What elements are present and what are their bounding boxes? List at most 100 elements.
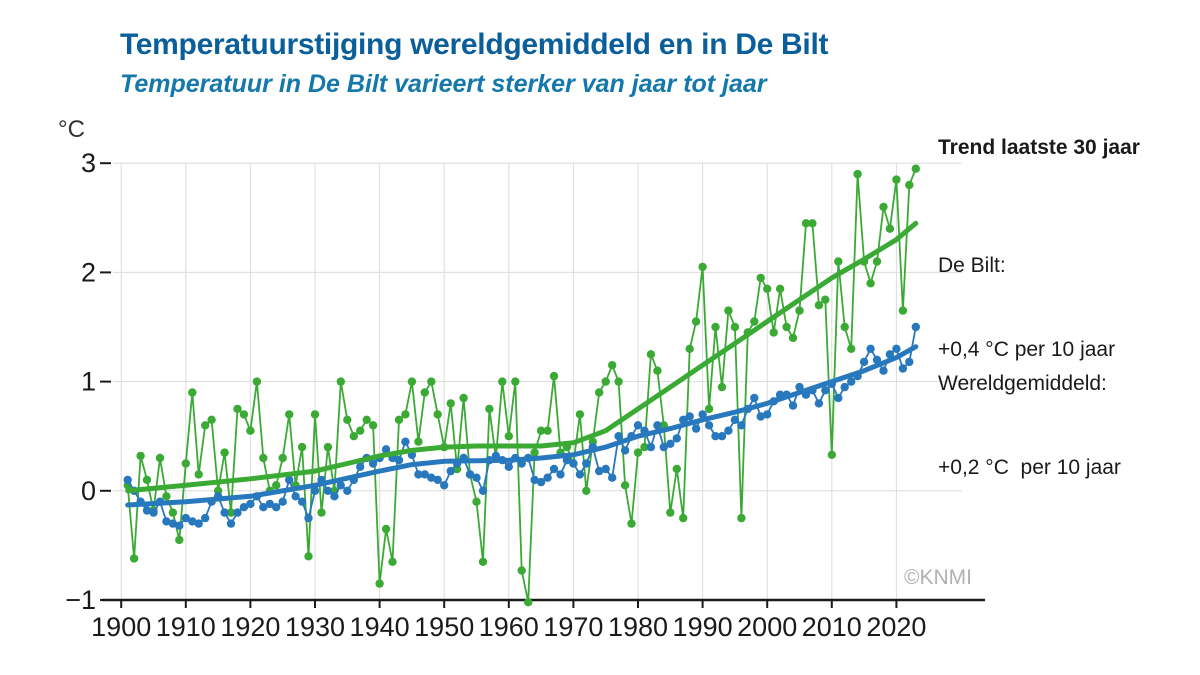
data-point	[879, 366, 888, 375]
data-point	[549, 371, 559, 381]
data-point	[168, 508, 178, 517]
data-point	[343, 486, 352, 495]
data-point	[704, 404, 714, 414]
data-point	[737, 421, 746, 430]
trend-line	[125, 220, 919, 494]
data-point	[446, 399, 455, 408]
trend-line	[125, 344, 919, 508]
data-point	[672, 434, 681, 443]
data-point	[181, 513, 190, 523]
legend-world-label: Wereldgemiddeld:	[938, 372, 1107, 395]
data-point	[847, 344, 856, 353]
data-point	[614, 432, 623, 441]
data-point	[795, 306, 804, 315]
data-point	[407, 377, 417, 386]
data-point	[885, 350, 895, 359]
data-point	[478, 557, 488, 566]
trend-debilt	[125, 220, 919, 494]
data-point	[175, 535, 184, 545]
data-point	[226, 508, 236, 517]
data-point	[162, 492, 171, 501]
data-point	[297, 442, 307, 452]
data-point	[433, 475, 442, 485]
data-point	[201, 513, 210, 523]
x-tick-label: 1940	[350, 612, 410, 642]
data-point	[162, 517, 171, 526]
data-point	[847, 377, 856, 386]
data-point	[478, 486, 488, 495]
data-point	[879, 202, 888, 212]
data-point	[834, 393, 843, 403]
chart-title: Temperatuurstijging wereldgemiddeld en i…	[120, 28, 829, 61]
data-point	[259, 453, 268, 463]
data-point	[775, 284, 785, 293]
x-tick-label: 1950	[414, 612, 474, 642]
x-axis: 1900 1910 1920 1930 1940 1950 1960 1970 1980 1990…	[91, 598, 985, 642]
data-point	[310, 486, 320, 495]
data-point	[866, 279, 875, 288]
data-point	[608, 473, 617, 482]
data-point	[898, 364, 908, 373]
data-point	[730, 415, 740, 424]
data-point	[750, 393, 759, 403]
x-tick-label: 1980	[608, 612, 668, 642]
data-point	[601, 377, 610, 386]
data-point	[717, 432, 727, 441]
data-point	[420, 470, 429, 479]
data-point	[892, 175, 901, 184]
data-point	[362, 415, 371, 424]
data-point	[375, 579, 384, 588]
data-point	[265, 499, 274, 509]
data-point	[595, 466, 604, 476]
data-point	[175, 521, 184, 530]
data-point	[517, 566, 526, 575]
data-point	[427, 473, 436, 482]
y-tick-label: 3	[81, 148, 96, 178]
data-point	[291, 492, 300, 501]
data-point	[653, 421, 662, 430]
data-point	[737, 513, 746, 523]
data-point	[310, 410, 320, 419]
data-point	[543, 426, 552, 435]
chart-subtitle: Temperatuur in De Bilt varieert sterker …	[120, 70, 767, 98]
data-point	[381, 445, 391, 454]
data-point	[459, 393, 468, 403]
data-point	[575, 470, 585, 479]
data-point	[595, 388, 604, 397]
trend-world	[125, 344, 919, 508]
data-point	[368, 421, 378, 430]
data-point	[834, 257, 843, 266]
data-point	[872, 257, 882, 266]
data-point	[691, 424, 701, 433]
data-point	[788, 401, 798, 410]
data-point	[472, 473, 481, 482]
legend-world: Wereldgemiddeld: +0,2 °C per 10 jaar	[938, 314, 1121, 538]
data-point	[233, 404, 242, 414]
legend-debilt-label: De Bilt:	[938, 254, 1006, 277]
data-point	[905, 357, 914, 367]
data-point	[872, 355, 882, 364]
data-point	[207, 415, 216, 424]
data-point	[659, 442, 668, 452]
data-point	[401, 410, 410, 419]
data-point	[498, 377, 507, 386]
data-point	[433, 410, 442, 419]
data-point	[246, 426, 255, 435]
legend-heading: Trend laatste 30 jaar	[938, 136, 1140, 159]
data-point	[808, 219, 817, 228]
data-point	[201, 421, 210, 430]
data-point	[129, 554, 139, 563]
data-point	[181, 459, 190, 468]
data-point	[711, 322, 720, 332]
data-point	[414, 437, 423, 446]
data-point	[698, 410, 707, 419]
trend-legend: Trend laatste 30 jaar De Bilt: +0,4 °C p…	[938, 136, 1188, 479]
x-tick-label: 1930	[285, 612, 345, 642]
data-point	[672, 464, 681, 474]
data-point	[420, 388, 429, 397]
data-point	[485, 404, 494, 414]
data-point	[840, 322, 849, 332]
data-point	[168, 519, 178, 528]
data-point	[155, 453, 165, 463]
data-point	[866, 344, 875, 353]
